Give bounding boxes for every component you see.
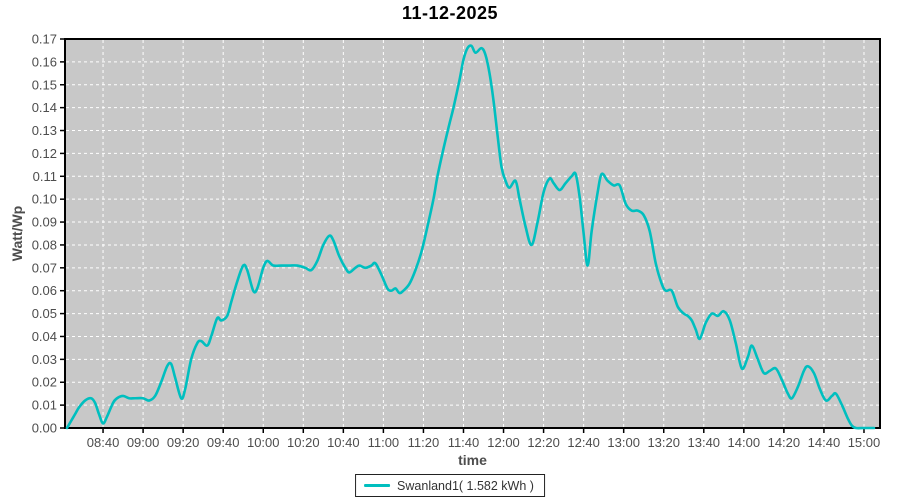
svg-text:12:40: 12:40 (567, 435, 600, 450)
legend: Swanland1( 1.582 kWh ) (355, 474, 545, 497)
svg-text:0.17: 0.17 (32, 32, 57, 47)
legend-label: Swanland1( 1.582 kWh ) (397, 478, 534, 493)
svg-text:12:20: 12:20 (527, 435, 560, 450)
svg-text:0.05: 0.05 (32, 306, 57, 321)
svg-text:0.14: 0.14 (32, 100, 57, 115)
svg-text:13:40: 13:40 (688, 435, 721, 450)
plot-background (65, 39, 880, 428)
chart-title: 11-12-2025 (401, 3, 499, 23)
y-axis-labels: 0.00 0.01 0.02 0.03 0.04 0.05 0.06 0.07 0.08 0.09… (32, 32, 57, 436)
svg-text:0.09: 0.09 (32, 215, 57, 230)
svg-text:11:20: 11:20 (408, 435, 440, 450)
svg-text:0.01: 0.01 (32, 398, 57, 413)
x-axis-labels: 08:40 09:00 09:20 09:40 10:00 10:20 10:40 11:00… (87, 435, 880, 450)
svg-text:0.08: 0.08 (32, 237, 57, 252)
svg-text:10:40: 10:40 (327, 435, 360, 450)
svg-text:0.03: 0.03 (32, 352, 57, 367)
grid-lines (66, 38, 879, 427)
svg-text:0.00: 0.00 (32, 421, 57, 436)
svg-text:0.02: 0.02 (32, 375, 57, 390)
svg-text:0.13: 0.13 (32, 123, 57, 138)
svg-text:13:00: 13:00 (607, 435, 640, 450)
y-axis-title: Watt/Wp (9, 206, 25, 261)
svg-text:10:20: 10:20 (287, 435, 320, 450)
svg-text:0.10: 0.10 (32, 192, 57, 207)
svg-text:12:00: 12:00 (487, 435, 520, 450)
svg-text:0.07: 0.07 (32, 260, 57, 275)
svg-text:11:40: 11:40 (448, 435, 480, 450)
svg-text:14:20: 14:20 (768, 435, 801, 450)
svg-text:14:00: 14:00 (728, 435, 761, 450)
legend-line-swatch (364, 484, 391, 487)
svg-text:09:20: 09:20 (167, 435, 200, 450)
svg-text:13:20: 13:20 (647, 435, 680, 450)
svg-text:0.04: 0.04 (32, 329, 57, 344)
svg-text:08:40: 08:40 (87, 435, 120, 450)
svg-text:0.15: 0.15 (32, 77, 57, 92)
svg-text:15:00: 15:00 (848, 435, 881, 450)
svg-text:0.06: 0.06 (32, 283, 57, 298)
svg-text:09:00: 09:00 (127, 435, 160, 450)
svg-text:11:00: 11:00 (368, 435, 400, 450)
svg-text:0.11: 0.11 (33, 169, 57, 184)
svg-text:0.12: 0.12 (32, 146, 57, 161)
x-axis-title: time (458, 452, 487, 468)
svg-text:0.16: 0.16 (32, 54, 57, 69)
svg-text:09:40: 09:40 (207, 435, 240, 450)
svg-text:10:00: 10:00 (247, 435, 280, 450)
plot-border (64, 38, 881, 429)
svg-text:14:40: 14:40 (808, 435, 841, 450)
series-line (65, 44, 876, 430)
